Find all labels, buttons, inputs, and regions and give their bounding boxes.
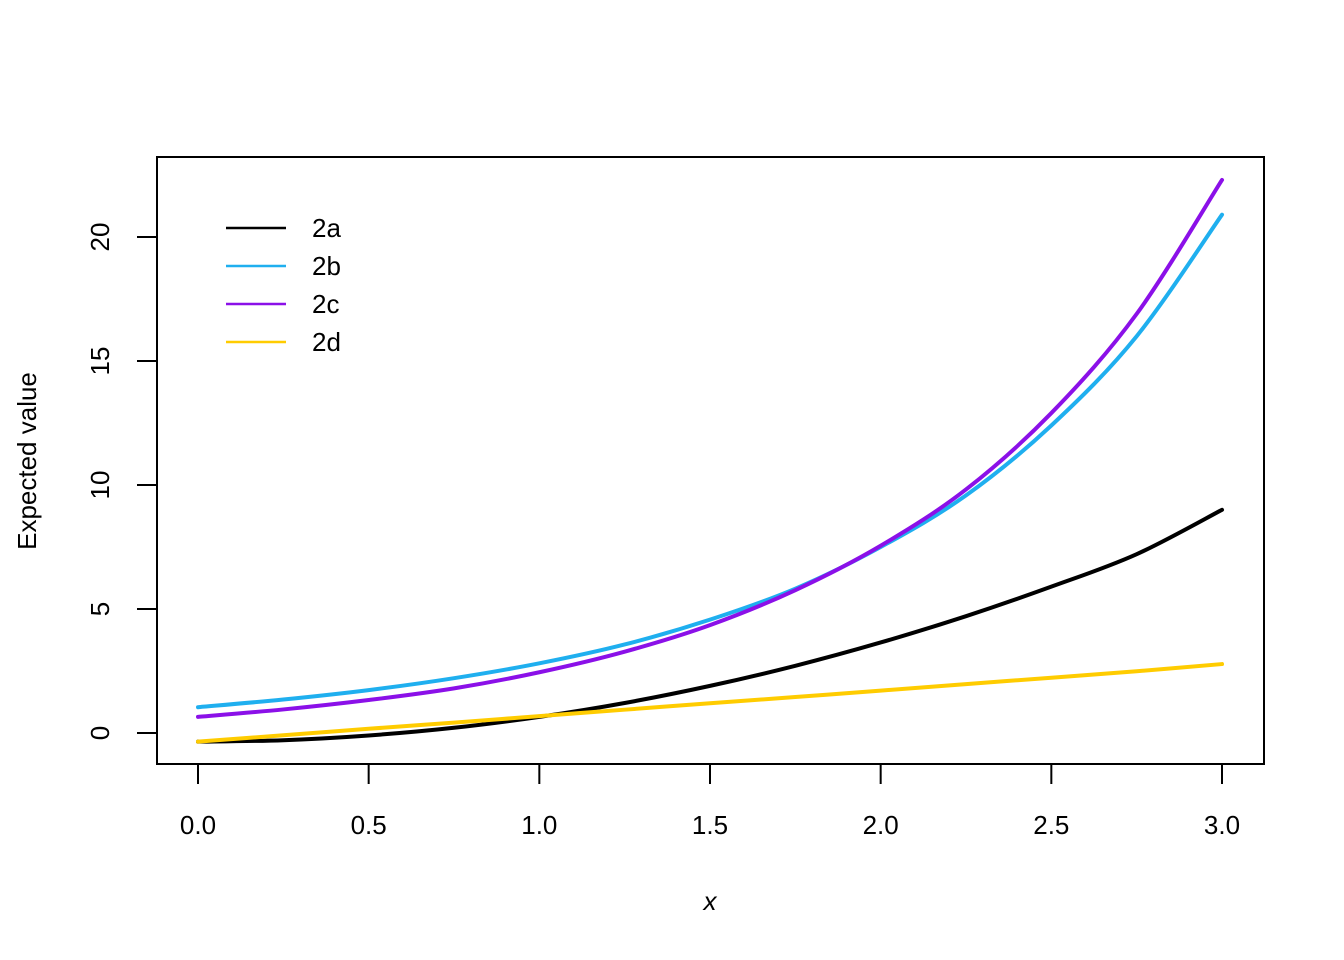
x-tick-label: 1.5 <box>692 810 728 840</box>
x-axis-title: x <box>702 886 718 916</box>
series-line-2a <box>196 507 1224 744</box>
x-tick-label: 0.0 <box>180 810 216 840</box>
y-tick-label: 5 <box>85 602 115 616</box>
y-tick-label: 20 <box>85 223 115 252</box>
y-tick-label: 0 <box>85 726 115 740</box>
y-axis-title: Expected value <box>12 372 42 550</box>
x-tick-label: 2.0 <box>863 810 899 840</box>
legend-label-2a: 2a <box>312 213 341 243</box>
series-layer <box>196 177 1224 744</box>
y-tick-label: 10 <box>85 471 115 500</box>
series-line-2c <box>196 177 1224 719</box>
legend-label-2d: 2d <box>312 327 341 357</box>
x-axis: 0.0 0.5 1.0 1.5 2.0 2.5 3.0 <box>180 763 1240 840</box>
y-axis: 0 5 10 15 20 <box>85 223 158 740</box>
legend-label-2b: 2b <box>312 251 341 281</box>
series-line-2d <box>196 662 1224 744</box>
legend: 2a 2b 2c 2d <box>226 213 341 357</box>
y-tick-label: 15 <box>85 347 115 376</box>
legend-label-2c: 2c <box>312 289 339 319</box>
x-tick-label: 0.5 <box>351 810 387 840</box>
x-tick-label: 3.0 <box>1204 810 1240 840</box>
x-tick-label: 2.5 <box>1033 810 1069 840</box>
x-tick-label: 1.0 <box>521 810 557 840</box>
series-line-2b <box>196 212 1224 710</box>
